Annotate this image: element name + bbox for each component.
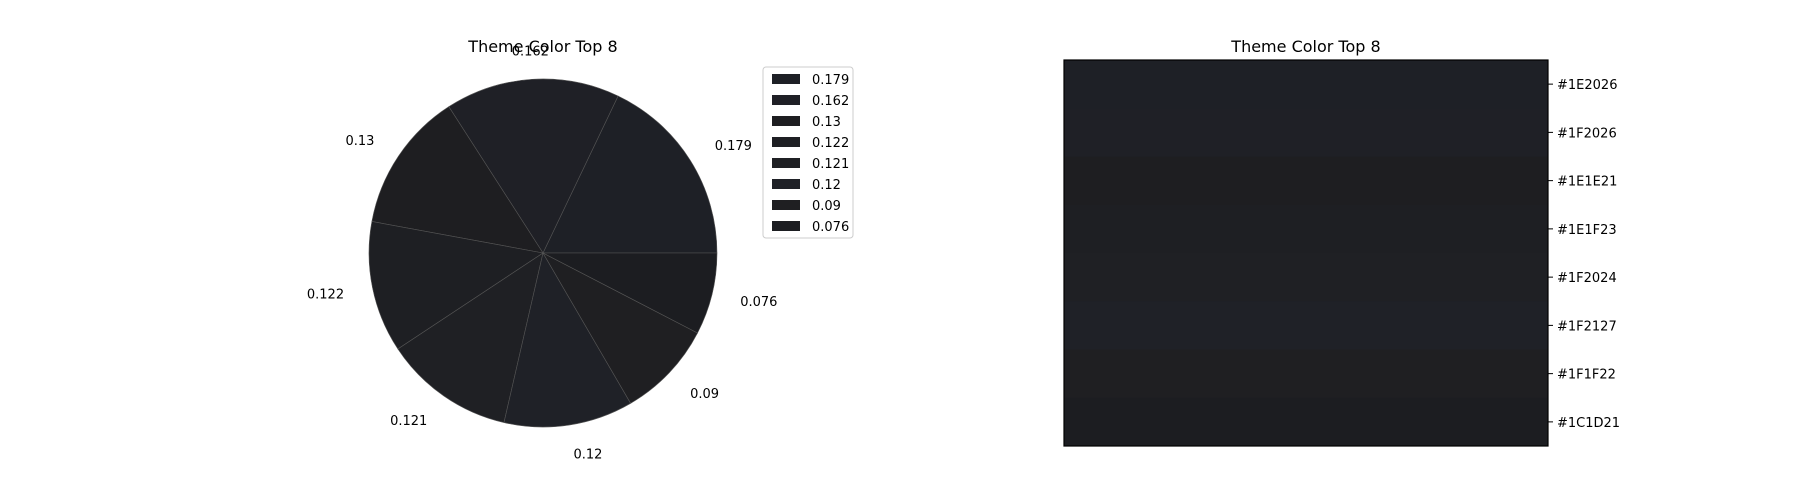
pie-slice <box>397 252 544 423</box>
color-strip-row <box>1064 349 1548 399</box>
color-strip-title: Theme Color Top 8 <box>1230 37 1380 56</box>
legend-swatch <box>772 179 800 189</box>
legend-label: 0.076 <box>812 220 849 235</box>
color-strip-tick-label: #1F1F22 <box>1557 368 1616 383</box>
pie-slice-label: 0.12 <box>574 448 603 463</box>
pie-chart: Theme Color Top 8 0.1790.1620.130.1220.1… <box>307 37 854 463</box>
legend-swatch <box>772 116 800 126</box>
pie-labels: 0.179 0.162 0.13 0.122 0.121 0.12 0.09 0.076 <box>307 44 778 462</box>
color-strip-tick-label: #1C1D21 <box>1557 416 1620 431</box>
pie-slice-label: 0.13 <box>345 134 374 149</box>
pie-slice <box>371 106 544 254</box>
legend-label: 0.122 <box>812 136 849 151</box>
color-strip-frame <box>1063 59 1549 447</box>
color-strip-tick-label: #1E1F23 <box>1557 223 1617 238</box>
legend-label: 0.13 <box>812 115 841 130</box>
legend-label: 0.121 <box>812 157 849 172</box>
pie-slice <box>542 252 718 334</box>
color-strip-tick-label: #1E1E21 <box>1557 175 1617 190</box>
color-strip-tick-label: #1F2024 <box>1557 271 1617 286</box>
pie-slice-label: 0.179 <box>715 139 752 154</box>
pie-slice <box>542 252 698 404</box>
legend-label: 0.09 <box>812 199 841 214</box>
color-strip-chart: Theme Color Top 8 #1E2026#1F2026#1E1E21#… <box>1063 37 1620 447</box>
color-strip-row <box>1064 60 1548 109</box>
legend-frame <box>762 66 854 239</box>
pie-slice <box>542 95 718 254</box>
pie-slice-label: 0.162 <box>512 44 549 59</box>
pie-slice-label: 0.076 <box>740 295 777 310</box>
legend-label: 0.12 <box>812 178 841 193</box>
color-strip-row <box>1064 108 1548 157</box>
legend-swatch <box>772 221 800 231</box>
pie-slice <box>448 78 619 254</box>
legend-items: 0.179 0.162 0.13 0.122 0.121 0.12 0.09 0.076 <box>772 73 849 235</box>
pie-slice-label: 0.09 <box>690 387 719 402</box>
pie-slices <box>368 78 718 428</box>
color-strip-rows <box>1064 60 1548 447</box>
color-strip-tick-label: #1E2026 <box>1557 78 1617 93</box>
pie-slice-label: 0.122 <box>307 288 344 303</box>
legend-swatch <box>772 95 800 105</box>
color-strip-tick-label: #1F2127 <box>1557 319 1617 334</box>
legend-swatch <box>772 137 800 147</box>
color-strip-row <box>1064 156 1548 206</box>
color-strip-row <box>1064 301 1548 350</box>
pie-slice <box>368 221 544 350</box>
color-strip-row <box>1064 253 1548 302</box>
legend-swatch <box>772 74 800 84</box>
legend-swatch <box>772 200 800 210</box>
pie-legend: 0.179 0.162 0.13 0.122 0.121 0.12 0.09 0.076 <box>762 66 854 239</box>
color-strip-ticks: #1E2026 #1F2026 #1E1E21 #1E1F23 #1F2024 #1F21… <box>1548 78 1620 431</box>
pie-slice <box>503 252 632 428</box>
legend-label: 0.162 <box>812 94 849 109</box>
pie-chart-title: Theme Color Top 8 <box>467 37 617 56</box>
color-strip-row <box>1064 204 1548 254</box>
color-strip-tick-label: #1F2026 <box>1557 126 1617 141</box>
legend-swatch <box>772 158 800 168</box>
color-strip-row <box>1064 397 1548 447</box>
legend-label: 0.179 <box>812 73 849 88</box>
pie-slice-label: 0.121 <box>390 414 427 429</box>
